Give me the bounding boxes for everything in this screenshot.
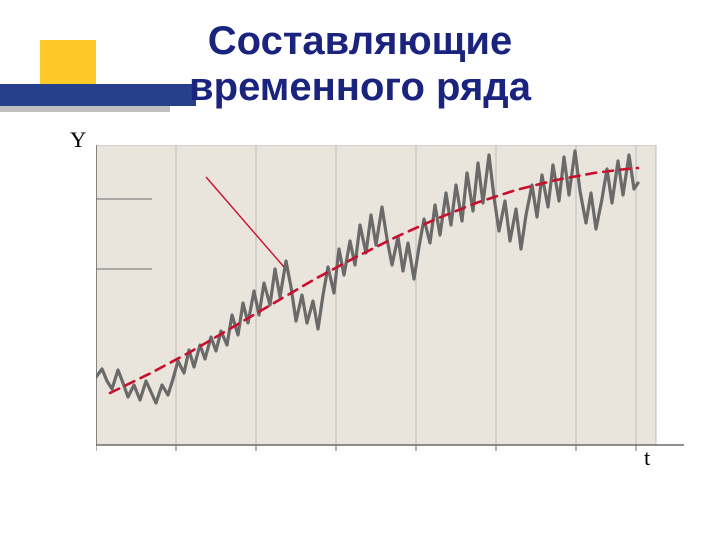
timeseries-chart: Y t тренд xyxy=(96,145,656,445)
y-axis-label: Y xyxy=(70,127,86,153)
chart-svg xyxy=(96,145,684,453)
title-line-1: Составляющие xyxy=(208,19,512,63)
title-line-2: временного ряда xyxy=(189,65,531,109)
slide-title: Составляющие временного ряда xyxy=(150,18,570,110)
accent-bar-grey xyxy=(0,106,170,112)
